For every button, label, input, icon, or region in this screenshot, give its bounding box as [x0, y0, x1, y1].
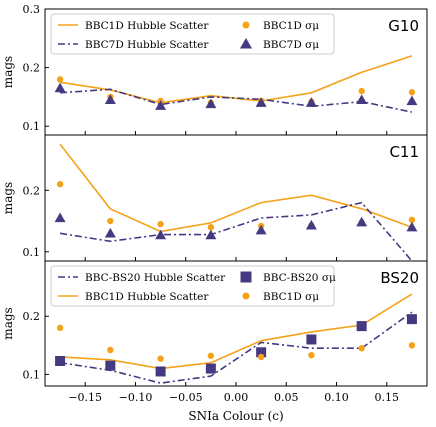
data-point-2-2-4 [256, 347, 267, 358]
legend-label-0-2: BBC1D σμ [263, 20, 319, 32]
data-point-0-3-5 [305, 97, 317, 107]
x-tick-label: −0.15 [68, 391, 102, 404]
data-point-1-3-7 [406, 221, 418, 232]
panel-label-bs20: BS20 [380, 269, 419, 287]
y-axis-label: mags [1, 307, 15, 339]
data-point-0-2-6 [358, 87, 365, 95]
data-point-0-3-3 [205, 98, 217, 109]
data-point-2-2-1 [105, 360, 116, 371]
data-point-1-2-7 [408, 216, 416, 224]
x-tick-label: 0.05 [274, 391, 299, 404]
legend-marker-swatch-0-2 [242, 21, 250, 29]
y-axis-label: mags [1, 182, 15, 214]
legend-label-0-1: BBC7D Hubble Scatter [85, 39, 209, 51]
data-point-0-3-6 [356, 94, 368, 104]
legend-marker-swatch-0-3 [239, 37, 253, 49]
y-tick-label: 0.1 [23, 246, 41, 259]
series-line-0-0 [59, 55, 413, 104]
legend-box-g10 [50, 13, 335, 55]
data-point-2-3-6 [358, 345, 365, 352]
data-point-2-2-6 [356, 321, 367, 332]
data-point-2-3-1 [107, 346, 114, 354]
data-point-1-3-1 [104, 227, 116, 238]
series-line-2-0 [59, 311, 413, 384]
data-point-2-2-5 [306, 334, 317, 345]
data-point-1-2-0 [56, 180, 64, 188]
data-point-1-3-5 [305, 219, 317, 230]
data-point-2-3-3 [207, 352, 215, 359]
x-axis-label: SNIa Colour (c) [188, 409, 283, 423]
data-point-0-3-7 [406, 95, 418, 106]
series-line-2-1 [60, 293, 413, 370]
legend-label-2-2: BBC-BS20 σμ [263, 272, 336, 284]
data-point-1-3-2 [155, 229, 167, 240]
y-tick-label: 0.2 [23, 310, 41, 323]
legend-label-2-0: BBC-BS20 Hubble Scatter [85, 272, 226, 284]
data-point-1-3-4 [255, 224, 267, 235]
series-line-0-1 [60, 88, 413, 113]
legend-marker-swatch-2-2 [240, 271, 252, 283]
x-tick-label: 0.15 [375, 391, 400, 404]
legend-label-2-1: BBC1D Hubble Scatter [85, 291, 209, 303]
data-point-0-2-7 [408, 89, 416, 96]
data-point-1-2-3 [207, 223, 215, 231]
data-point-1-2-1 [107, 217, 114, 225]
y-tick-label: 0.1 [23, 120, 41, 133]
y-tick-label: 0.1 [23, 368, 41, 381]
x-tick-label: −0.10 [119, 391, 153, 404]
data-point-2-3-5 [308, 351, 315, 359]
data-point-1-3-0 [54, 212, 66, 223]
data-point-2-3-0 [56, 324, 64, 332]
data-point-2-2-2 [155, 366, 166, 377]
y-axis-label: mags [1, 56, 15, 88]
series-line-1-1 [59, 201, 413, 261]
x-tick-label: −0.05 [169, 391, 203, 404]
legend-box-bs20 [50, 265, 335, 307]
series-line-1-0 [59, 143, 413, 233]
x-tick-label: 0.00 [224, 391, 249, 404]
x-tick-label: 0.10 [324, 391, 349, 404]
data-point-2-3-4 [257, 353, 265, 361]
data-point-1-3-6 [356, 216, 368, 227]
data-point-1-2-2 [157, 220, 164, 228]
data-point-0-2-0 [56, 76, 64, 83]
data-point-0-3-4 [255, 97, 267, 107]
legend-label-2-3: BBC1D σμ [263, 291, 319, 303]
panel-label-g10: G10 [388, 17, 419, 35]
data-point-0-3-2 [155, 100, 167, 110]
data-point-2-2-7 [406, 314, 417, 325]
data-point-2-2-3 [205, 363, 216, 374]
y-tick-label: 0.3 [23, 3, 41, 16]
panel-label-c11: C11 [389, 143, 419, 161]
data-point-1-3-3 [205, 229, 217, 240]
data-point-2-3-2 [157, 355, 164, 362]
y-tick-label: 0.2 [23, 184, 41, 197]
data-point-2-2-0 [55, 356, 66, 366]
data-point-2-3-7 [408, 342, 416, 349]
legend-label-0-3: BBC7D σμ [263, 39, 319, 51]
legend-label-0-0: BBC1D Hubble Scatter [85, 20, 209, 32]
data-point-0-3-0 [54, 82, 66, 93]
y-tick-label: 0.2 [23, 62, 41, 75]
data-point-0-3-1 [104, 94, 116, 104]
legend-marker-swatch-2-3 [242, 292, 250, 300]
